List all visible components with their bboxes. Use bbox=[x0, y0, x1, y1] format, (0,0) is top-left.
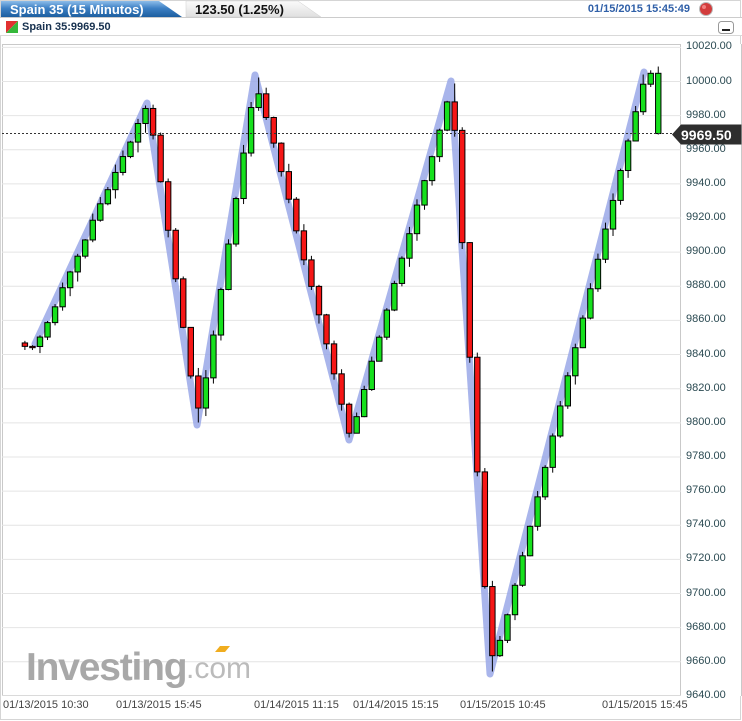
svg-text:Investing: Investing bbox=[26, 646, 186, 689]
svg-text:.com: .com bbox=[186, 652, 251, 685]
